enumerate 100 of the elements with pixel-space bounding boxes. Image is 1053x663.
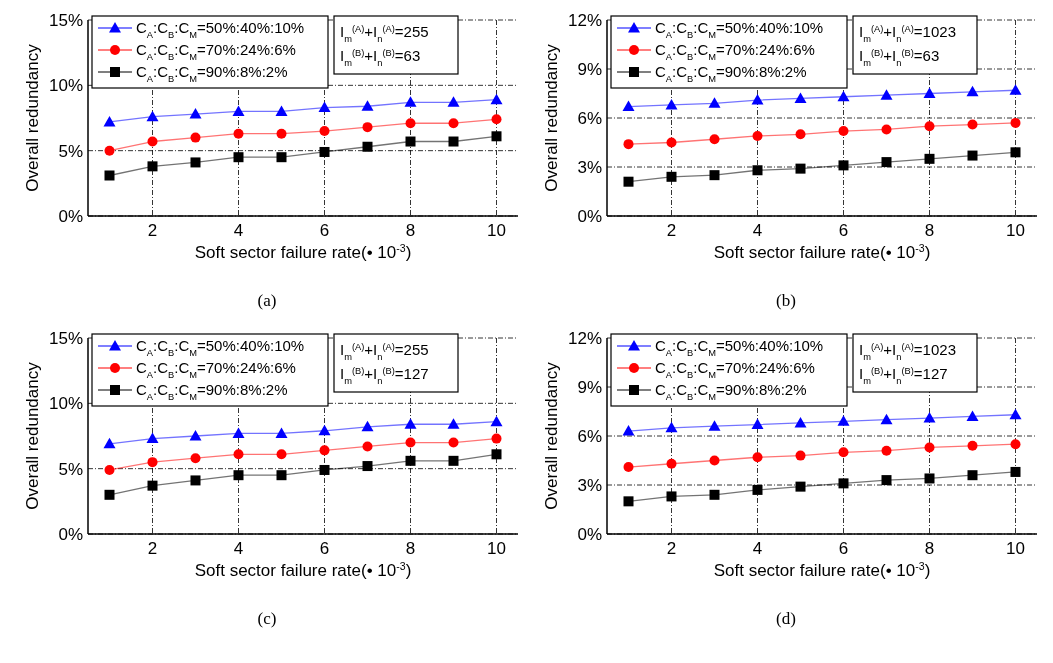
y-tick-label: 15%	[48, 11, 83, 30]
point	[881, 475, 892, 486]
point	[966, 85, 979, 97]
point	[147, 136, 158, 147]
point	[666, 458, 677, 469]
point	[104, 464, 115, 475]
point	[233, 128, 244, 139]
y-tick-label: 15%	[48, 329, 83, 348]
point	[491, 433, 502, 444]
point	[623, 462, 634, 473]
point	[752, 130, 763, 141]
point	[880, 413, 893, 425]
point	[1010, 439, 1021, 450]
legend-label: C$_{A}$:C$_{B}$:C$_{M}$=70%:24%:6%	[655, 41, 815, 62]
point	[404, 418, 417, 429]
y-tick-label: 3%	[577, 158, 602, 177]
point	[318, 101, 331, 113]
y-tick-label: 6%	[577, 427, 602, 446]
point	[794, 92, 807, 103]
point	[665, 98, 678, 110]
point	[623, 139, 634, 150]
point	[447, 96, 460, 107]
point	[104, 145, 115, 156]
point	[795, 481, 806, 492]
point	[490, 93, 503, 105]
point	[361, 420, 374, 432]
y-tick-label: 0%	[577, 525, 602, 544]
point	[708, 420, 721, 431]
point	[276, 449, 287, 460]
x-tick-label: 4	[233, 221, 244, 240]
point	[1010, 466, 1021, 477]
point	[104, 489, 115, 500]
point	[924, 442, 935, 453]
point	[190, 132, 201, 143]
annotation: I$_{m}$$^{(B)}$+I$_{n}$$^{(B)}$=63	[859, 47, 940, 68]
point	[103, 115, 116, 127]
point	[752, 165, 763, 176]
point	[924, 473, 935, 484]
point	[448, 118, 459, 129]
legend-label: C$_{A}$:C$_{B}$:C$_{M}$=90%:8%:2%	[655, 381, 807, 402]
point	[838, 447, 849, 458]
y-tick-label: 5%	[58, 459, 83, 479]
x-tick-label: 10	[1006, 221, 1025, 240]
y-tick-label: 6%	[577, 109, 602, 128]
x-tick-label: 2	[147, 539, 158, 558]
point	[190, 475, 201, 486]
x-tick-label: 8	[405, 221, 416, 240]
point	[709, 170, 720, 181]
x-axis-title: Soft sector failure rate(• 10$^{-3}$)	[194, 242, 412, 262]
point	[318, 424, 331, 436]
x-tick-label: 2	[666, 539, 677, 558]
point	[490, 415, 503, 427]
x-tick-label: 10	[487, 221, 506, 240]
point	[405, 437, 416, 448]
y-tick-label: 9%	[577, 378, 602, 397]
annotation: I$_{m}$$^{(A)}$+I$_{n}$$^{(A)}$=1023	[859, 23, 956, 44]
point	[967, 119, 978, 130]
point	[838, 126, 849, 137]
y-tick-label: 9%	[577, 60, 602, 79]
point	[189, 108, 202, 119]
point	[233, 470, 244, 481]
point	[751, 418, 764, 430]
x-tick-label: 8	[924, 539, 935, 558]
point	[147, 161, 158, 172]
point	[666, 491, 677, 502]
point	[319, 464, 330, 475]
point	[275, 105, 288, 116]
point	[491, 131, 502, 142]
point	[319, 146, 330, 157]
point	[1010, 147, 1021, 158]
point	[276, 152, 287, 163]
point	[838, 478, 849, 489]
legend-label: C$_{A}$:C$_{B}$:C$_{M}$=70%:24%:6%	[136, 359, 296, 380]
x-tick-label: 6	[838, 221, 849, 240]
x-tick-label: 10	[1006, 539, 1025, 558]
point	[837, 90, 850, 102]
x-axis-title: Soft sector failure rate(• 10$^{-3}$)	[713, 242, 931, 262]
point	[232, 427, 245, 438]
point	[362, 441, 373, 452]
point	[146, 110, 159, 122]
point	[881, 124, 892, 135]
x-tick-label: 2	[666, 221, 677, 240]
point	[405, 136, 416, 147]
point	[795, 450, 806, 461]
point	[404, 96, 417, 107]
legend-label: C$_{A}$:C$_{B}$:C$_{M}$=50%:40%:10%	[136, 19, 305, 40]
point	[448, 437, 459, 448]
point	[623, 496, 634, 507]
point	[924, 121, 935, 132]
point	[276, 128, 287, 139]
x-axis-title: Soft sector failure rate(• 10$^{-3}$)	[713, 560, 931, 580]
point	[362, 141, 373, 152]
point	[362, 461, 373, 472]
legend-label: C$_{A}$:C$_{B}$:C$_{M}$=50%:40%:10%	[136, 337, 305, 358]
y-axis-title: Overall redundancy	[542, 43, 561, 192]
point	[794, 416, 807, 428]
x-tick-label: 4	[233, 539, 244, 558]
point	[319, 126, 330, 137]
x-tick-label: 4	[752, 539, 763, 558]
x-tick-label: 8	[405, 539, 416, 558]
